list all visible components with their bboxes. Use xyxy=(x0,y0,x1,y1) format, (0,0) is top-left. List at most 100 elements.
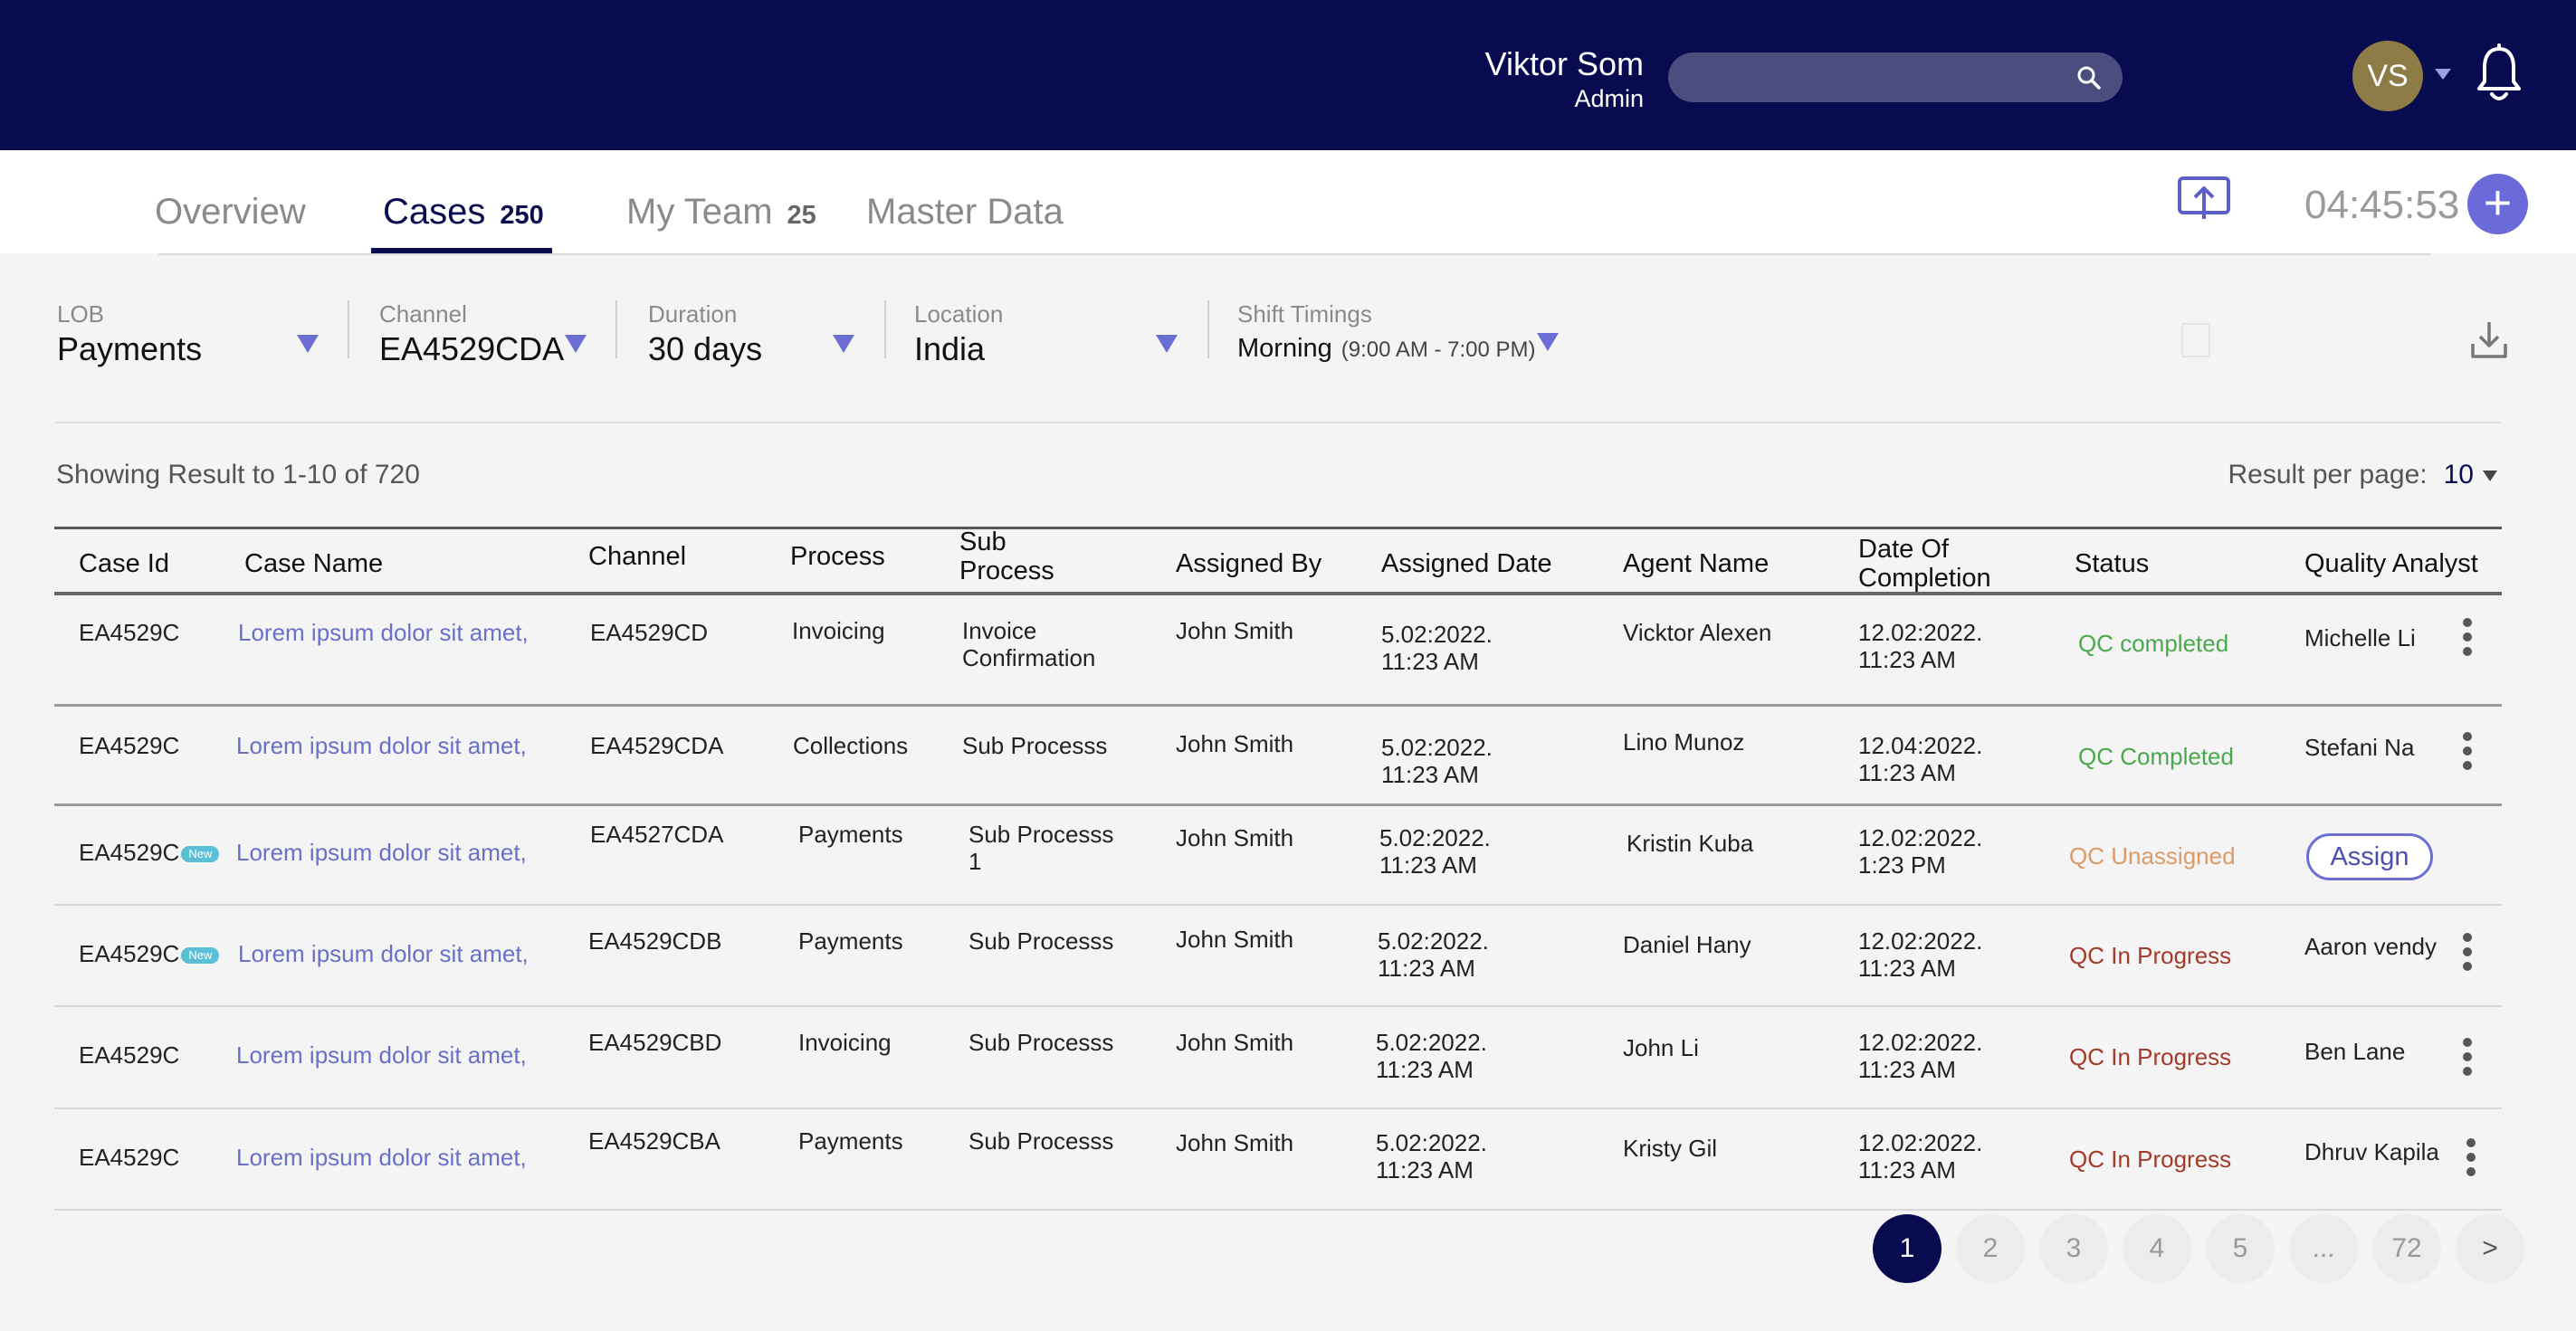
case-id-text: EA4529C xyxy=(79,940,180,967)
active-tab-indicator xyxy=(371,248,552,253)
chevron-down-icon[interactable] xyxy=(1156,335,1178,353)
next-page-button[interactable]: > xyxy=(2456,1214,2524,1283)
upload-icon[interactable] xyxy=(2177,176,2231,223)
case-name-link[interactable]: Lorem ipsum dolor sit amet, xyxy=(238,619,529,646)
divider xyxy=(884,300,886,358)
filter-channel[interactable]: Channel EA4529CDA xyxy=(379,300,564,368)
tabs-bar: Overview Cases 250 My Team 25 Master Data … xyxy=(0,150,2576,255)
more-options-icon[interactable] xyxy=(2462,618,2473,658)
column-header[interactable]: Quality Analyst xyxy=(2304,549,2478,578)
case-id: EA4529C New xyxy=(79,839,220,866)
add-button[interactable]: + xyxy=(2467,174,2528,234)
process: Collections xyxy=(793,732,909,759)
tab-cases[interactable]: Cases 250 xyxy=(383,192,544,233)
table-row[interactable]: EA4529C Lorem ipsum dolor sit amet, EA45… xyxy=(54,595,2502,707)
filter-label: LOB xyxy=(57,300,105,328)
table-row[interactable]: EA4529C Lorem ipsum dolor sit amet, EA45… xyxy=(54,1007,2502,1109)
column-header[interactable]: Case Name xyxy=(244,549,384,578)
column-header[interactable]: Date Of Completion xyxy=(1858,535,1991,593)
completion-date: 12.02:2022. 11:23 AM xyxy=(1858,1129,1983,1184)
divider xyxy=(348,300,349,358)
page-button-5[interactable]: 5 xyxy=(2206,1214,2275,1283)
status-label: QC In Progress xyxy=(2069,942,2232,969)
channel: EA4529CDA xyxy=(590,732,724,759)
new-badge: New xyxy=(181,947,220,965)
avatar[interactable]: VS xyxy=(2352,41,2423,111)
chevron-down-icon[interactable] xyxy=(565,335,587,353)
completion-date: 12.02:2022. 11:23 AM xyxy=(1858,619,1983,673)
assigned-by: John Smith xyxy=(1176,926,1294,953)
search-input[interactable] xyxy=(1668,52,2123,102)
page-button-2[interactable]: 2 xyxy=(1956,1214,2025,1283)
table-row[interactable]: EA4529C New Lorem ipsum dolor sit amet, E… xyxy=(54,806,2502,906)
page-button-last[interactable]: 72 xyxy=(2372,1214,2441,1283)
chevron-down-icon[interactable] xyxy=(833,335,854,353)
search-icon[interactable] xyxy=(2075,64,2103,91)
download-icon[interactable] xyxy=(2469,318,2509,360)
shift-value: Morning xyxy=(1237,334,1332,363)
bell-icon[interactable] xyxy=(2474,43,2524,105)
column-header[interactable]: Agent Name xyxy=(1623,549,1770,578)
filter-duration[interactable]: Duration 30 days xyxy=(648,300,762,368)
more-options-icon[interactable] xyxy=(2462,933,2473,973)
completion-date: 12.02:2022. 11:23 AM xyxy=(1858,927,1983,982)
more-options-icon[interactable] xyxy=(2466,1138,2476,1178)
case-id-text: EA4529C xyxy=(79,839,180,866)
table-row[interactable]: EA4529C New Lorem ipsum dolor sit amet, E… xyxy=(54,906,2502,1007)
tab-my-team[interactable]: My Team 25 xyxy=(626,192,816,233)
assigned-by: John Smith xyxy=(1176,730,1294,757)
case-name-link[interactable]: Lorem ipsum dolor sit amet, xyxy=(238,940,529,967)
case-name-link[interactable]: Lorem ipsum dolor sit amet, xyxy=(236,732,527,759)
quality-analyst: Michelle Li xyxy=(2304,624,2416,651)
case-name-link[interactable]: Lorem ipsum dolor sit amet, xyxy=(236,1144,527,1171)
assigned-date: 5.02:2022. 11:23 AM xyxy=(1378,927,1489,982)
column-header[interactable]: Case Id xyxy=(79,549,169,578)
case-name-link[interactable]: Lorem ipsum dolor sit amet, xyxy=(236,1041,527,1069)
filter-shift-timings[interactable]: Shift Timings Morning (9:00 AM - 7:00 PM) xyxy=(1237,300,1536,364)
status-label: QC completed xyxy=(2078,630,2229,657)
page-button-4[interactable]: 4 xyxy=(2123,1214,2191,1283)
chevron-down-icon[interactable] xyxy=(2435,69,2451,80)
column-header[interactable]: Process xyxy=(790,542,885,571)
divider xyxy=(56,422,2500,423)
table-header: Case Id Case Name Channel Process Sub Pr… xyxy=(54,527,2502,595)
column-header[interactable]: Sub Process xyxy=(959,528,1054,585)
chevron-down-icon[interactable] xyxy=(297,335,319,353)
filter-value: Payments xyxy=(57,330,203,367)
page-button-3[interactable]: 3 xyxy=(2039,1214,2108,1283)
quality-analyst: Aaron vendy xyxy=(2304,933,2437,960)
results-per-page[interactable]: Result per page: 10 xyxy=(2228,460,2497,490)
page-button-1[interactable]: 1 xyxy=(1873,1214,1942,1283)
divider xyxy=(158,253,2430,255)
case-name-link[interactable]: Lorem ipsum dolor sit amet, xyxy=(236,839,527,866)
quality-analyst: Ben Lane xyxy=(2304,1038,2406,1065)
assign-button[interactable]: Assign xyxy=(2306,833,2433,880)
assigned-date: 5.02:2022. 11:23 AM xyxy=(1379,824,1491,879)
case-id: EA4529C xyxy=(79,1041,180,1069)
agent-name: John Li xyxy=(1623,1034,1699,1061)
filter-location[interactable]: Location India xyxy=(914,300,1003,368)
more-options-icon[interactable] xyxy=(2462,732,2473,772)
assigned-date: 5.02:2022. 11:23 AM xyxy=(1381,621,1493,675)
page-ellipsis: ... xyxy=(2289,1214,2358,1283)
tab-overview[interactable]: Overview xyxy=(155,192,306,233)
agent-name: Kristin Kuba xyxy=(1627,830,1754,857)
case-id: EA4529C xyxy=(79,1144,180,1171)
more-options-icon[interactable] xyxy=(2462,1038,2473,1078)
column-header[interactable]: Channel xyxy=(588,542,687,571)
chevron-down-icon[interactable] xyxy=(1537,333,1559,351)
status-label: QC Completed xyxy=(2078,743,2234,770)
assigned-by: John Smith xyxy=(1176,1029,1294,1056)
assigned-by: John Smith xyxy=(1176,1129,1294,1156)
column-header[interactable]: Assigned Date xyxy=(1381,549,1552,578)
table-row[interactable]: EA4529C Lorem ipsum dolor sit amet, EA45… xyxy=(54,1109,2502,1211)
completion-date: 12.02:2022. 11:23 AM xyxy=(1858,1029,1983,1083)
column-header[interactable]: Assigned By xyxy=(1176,549,1322,578)
channel: EA4529CDB xyxy=(588,927,722,955)
tab-master-data[interactable]: Master Data xyxy=(866,192,1064,233)
filter-lob[interactable]: LOB Payments xyxy=(57,300,202,368)
cases-table: Case Id Case Name Channel Process Sub Pr… xyxy=(54,527,2502,1211)
table-row[interactable]: EA4529C Lorem ipsum dolor sit amet, EA45… xyxy=(54,707,2502,806)
column-header[interactable]: Status xyxy=(2075,549,2150,578)
document-icon[interactable] xyxy=(2181,323,2210,357)
